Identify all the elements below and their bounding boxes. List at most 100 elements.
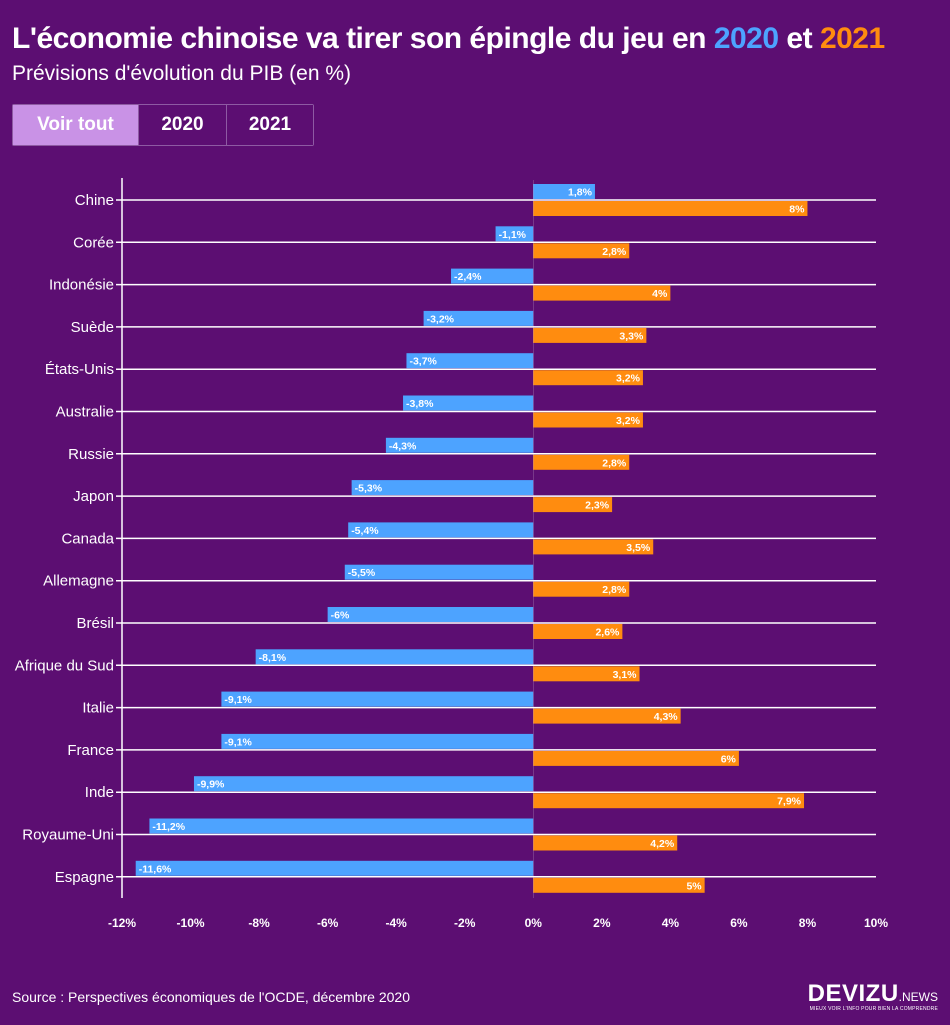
data-label-2020: -9,9%: [197, 779, 225, 791]
data-label-2020: -2,4%: [454, 271, 482, 283]
title-prefix: L'économie chinoise va tirer son épingle…: [12, 22, 706, 55]
bar-2020[interactable]: [149, 818, 534, 834]
data-label-2020: -5,4%: [351, 525, 379, 537]
bar-2020[interactable]: [495, 226, 534, 242]
data-label-2021: 8%: [789, 204, 805, 216]
x-tick-label: 4%: [662, 916, 680, 930]
data-label-2020: -11,6%: [139, 863, 172, 875]
bar-2020[interactable]: [344, 564, 534, 580]
data-label-2020: -1,1%: [499, 229, 527, 241]
bar-2020[interactable]: [327, 607, 534, 622]
bar-2021[interactable]: [533, 708, 681, 724]
data-label-2021: 7,9%: [777, 796, 802, 808]
data-label-2021: 2,3%: [585, 500, 610, 512]
filter-2020-button[interactable]: 2020: [139, 105, 227, 145]
data-label-2020: -9,1%: [224, 694, 252, 706]
data-label-2021: 4,3%: [654, 711, 679, 723]
devizu-logo: DEVIZU.NEWS MIEUX VOIR L'INFO POUR BIEN …: [808, 980, 938, 1012]
data-label-2020: -8,1%: [259, 652, 287, 664]
logo-main-text: DEVIZU: [807, 980, 899, 1007]
bar-2020[interactable]: [533, 184, 595, 199]
data-label-2021: 2,6%: [595, 627, 620, 639]
bar-2020[interactable]: [221, 691, 534, 707]
year-filter: Voir tout 2020 2021: [12, 104, 314, 146]
data-label-2021: 3,1%: [613, 669, 638, 681]
category-label: Italie: [82, 700, 114, 717]
x-tick-label: 0%: [525, 916, 543, 930]
data-label-2020: 1,8%: [568, 187, 593, 199]
data-label-2020: -3,8%: [406, 398, 434, 410]
bar-2021[interactable]: [533, 835, 678, 851]
bar-2020[interactable]: [135, 860, 534, 876]
data-label-2021: 4%: [652, 288, 668, 300]
filter-2021-button[interactable]: 2021: [227, 105, 313, 145]
source-note: Source : Perspectives économiques de l'O…: [12, 989, 410, 1005]
x-tick-label: -8%: [248, 916, 270, 930]
category-label: Canada: [61, 530, 114, 547]
bar-2021[interactable]: [533, 666, 640, 682]
bar-2021[interactable]: [533, 877, 705, 893]
x-tick-label: -6%: [317, 916, 339, 930]
title-mid: et: [786, 22, 813, 55]
bar-2020[interactable]: [423, 310, 534, 326]
title-year-2020: 2020: [713, 22, 779, 55]
title-year-2021: 2021: [819, 22, 885, 55]
data-label-2020: -6%: [331, 610, 350, 622]
category-label: Japon: [73, 488, 114, 505]
bar-2021[interactable]: [533, 581, 630, 597]
data-label-2020: -5,3%: [355, 483, 383, 495]
show-all-button[interactable]: Voir tout: [13, 105, 139, 145]
logo-tagline: MIEUX VOIR L'INFO POUR BIEN LA COMPRENDR…: [809, 1006, 938, 1012]
data-label-2021: 3,3%: [619, 330, 644, 342]
bar-2021[interactable]: [533, 624, 623, 639]
x-tick-label: -2%: [454, 916, 476, 930]
bar-2020[interactable]: [193, 776, 534, 792]
data-label-2020: -4,3%: [389, 440, 417, 452]
category-label: Allemagne: [43, 573, 114, 590]
data-label-2021: 6%: [721, 753, 737, 765]
bar-2020[interactable]: [406, 353, 534, 369]
bar-2020[interactable]: [385, 437, 534, 453]
bar-2021[interactable]: [533, 370, 643, 386]
category-label: Indonésie: [49, 277, 114, 294]
category-label: Espagne: [55, 869, 114, 886]
bar-2021[interactable]: [533, 327, 647, 343]
data-label-2020: -3,2%: [427, 313, 455, 325]
x-tick-label: -12%: [108, 916, 136, 930]
x-tick-label: 10%: [864, 916, 888, 930]
x-tick-label: 2%: [593, 916, 611, 930]
data-label-2020: -5,5%: [348, 567, 376, 579]
data-label-2020: -3,7%: [409, 356, 437, 368]
chart-subtitle: Prévisions d'évolution du PIB (en %): [12, 62, 352, 85]
bar-2021[interactable]: [533, 285, 671, 301]
bar-2021[interactable]: [533, 750, 739, 766]
bar-2020[interactable]: [348, 522, 534, 538]
data-label-2021: 3,2%: [616, 415, 641, 427]
category-label: Russie: [68, 446, 114, 463]
category-label: États-Unis: [45, 361, 114, 378]
x-tick-label: 8%: [799, 916, 817, 930]
bar-2021[interactable]: [533, 201, 808, 216]
data-label-2021: 4,2%: [650, 838, 675, 850]
bar-2020[interactable]: [221, 733, 534, 749]
x-tick-label: -10%: [177, 916, 205, 930]
data-label-2021: 3,5%: [626, 542, 651, 554]
bar-2021[interactable]: [533, 243, 630, 259]
bar-2021[interactable]: [533, 497, 613, 513]
bar-2020[interactable]: [451, 268, 534, 284]
bar-2021[interactable]: [533, 454, 630, 470]
bar-2020[interactable]: [403, 395, 534, 411]
logo-suffix-text: .NEWS: [898, 990, 938, 1004]
data-label-2021: 2,8%: [602, 246, 627, 258]
chart-title: L'économie chinoise va tirer son épingle…: [12, 22, 885, 56]
bar-2021[interactable]: [533, 539, 654, 555]
x-tick-label: 6%: [730, 916, 748, 930]
bar-2021[interactable]: [533, 793, 805, 809]
bar-2020[interactable]: [255, 649, 534, 665]
bar-2021[interactable]: [533, 412, 643, 428]
category-label: Suède: [71, 319, 114, 336]
data-label-2020: -9,1%: [224, 736, 252, 748]
category-label: Royaume-Uni: [22, 827, 114, 844]
bar-2020[interactable]: [351, 480, 534, 496]
